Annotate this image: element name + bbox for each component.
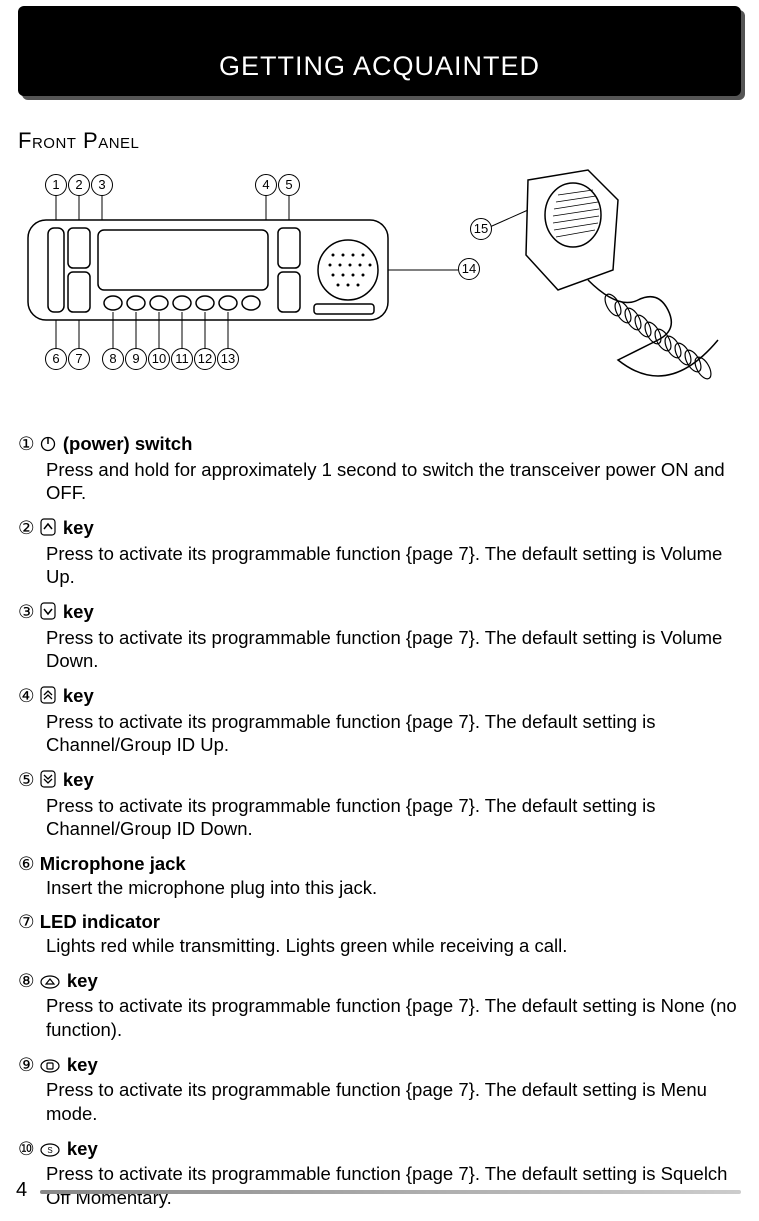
up-double-icon [40, 686, 56, 710]
tri-up-icon [40, 971, 60, 995]
item-8: ⑧ key Press to activate its programmable… [18, 969, 741, 1042]
item-4: ④ key Press to activate its programmable… [18, 684, 741, 757]
item-body: Press to activate its programmable funct… [46, 1078, 741, 1125]
down-single-icon [40, 602, 56, 626]
item-title: key [58, 685, 94, 706]
item-num: ② [18, 516, 35, 540]
callout-14: 14 [458, 258, 480, 280]
item-1: ① (power) switch Press and hold for appr… [18, 432, 741, 505]
item-body: Press to activate its programmable funct… [46, 794, 741, 841]
up-single-icon [40, 518, 56, 542]
callout-8: 8 [102, 348, 124, 370]
item-num: ⑥ [18, 852, 35, 876]
item-body: Press to activate its programmable funct… [46, 1162, 741, 1209]
item-body: Press to activate its programmable funct… [46, 626, 741, 673]
page-title: GETTING ACQUAINTED [219, 51, 540, 82]
diagram-svg [18, 160, 738, 420]
item-title: key [58, 769, 94, 790]
item-9: ⑨ key Press to activate its programmable… [18, 1053, 741, 1126]
item-body: Insert the microphone plug into this jac… [46, 876, 741, 900]
item-body: Press to activate its programmable funct… [46, 542, 741, 589]
item-body: Lights red while transmitting. Lights gr… [46, 934, 741, 958]
header-banner: GETTING ACQUAINTED [18, 6, 741, 96]
item-body: Press to activate its programmable funct… [46, 710, 741, 757]
item-7: ⑦ LED indicator Lights red while transmi… [18, 910, 741, 957]
section-heading-text: Front Panel [18, 128, 139, 153]
page-number: 4 [16, 1179, 27, 1202]
page-rule [40, 1190, 741, 1194]
callout-6: 6 [45, 348, 67, 370]
callout-1: 1 [45, 174, 67, 196]
item-num: ① [18, 432, 35, 456]
callout-13: 13 [217, 348, 239, 370]
item-num: ⑩ [18, 1137, 35, 1161]
item-3: ③ key Press to activate its programmable… [18, 600, 741, 673]
callout-3: 3 [91, 174, 113, 196]
item-num: ⑤ [18, 768, 35, 792]
item-num: ④ [18, 684, 35, 708]
callout-15: 15 [470, 218, 492, 240]
item-title: LED indicator [40, 911, 160, 932]
s-key-icon: S [40, 1139, 60, 1163]
callout-7: 7 [68, 348, 90, 370]
item-2: ② key Press to activate its programmable… [18, 516, 741, 589]
callout-2: 2 [68, 174, 90, 196]
item-title: key [58, 517, 94, 538]
front-panel-diagram: 1 2 3 4 5 6 7 8 9 10 11 12 13 14 15 [18, 160, 741, 420]
callout-10: 10 [148, 348, 170, 370]
item-num: ⑦ [18, 910, 35, 934]
item-num: ⑨ [18, 1053, 35, 1077]
power-icon [40, 434, 56, 458]
b-key-icon [40, 1055, 60, 1079]
callout-11: 11 [171, 348, 193, 370]
callout-4: 4 [255, 174, 277, 196]
item-10: ⑩ S key Press to activate its programmab… [18, 1137, 741, 1210]
callout-5: 5 [278, 174, 300, 196]
item-title: key [58, 601, 94, 622]
item-num: ⑧ [18, 969, 35, 993]
item-body: Press to activate its programmable funct… [46, 994, 741, 1041]
svg-text:S: S [47, 1146, 52, 1155]
down-double-icon [40, 770, 56, 794]
content-list: ① (power) switch Press and hold for appr… [18, 432, 741, 1221]
item-title: (power) switch [58, 433, 193, 454]
item-num: ③ [18, 600, 35, 624]
item-body: Press and hold for approximately 1 secon… [46, 458, 741, 505]
item-title: Microphone jack [40, 853, 186, 874]
item-title: key [62, 970, 98, 991]
section-heading: Front Panel [18, 128, 139, 154]
item-5: ⑤ key Press to activate its programmable… [18, 768, 741, 841]
item-title: key [62, 1138, 98, 1159]
item-title: key [62, 1054, 98, 1075]
callout-12: 12 [194, 348, 216, 370]
item-6: ⑥ Microphone jack Insert the microphone … [18, 852, 741, 899]
callout-9: 9 [125, 348, 147, 370]
